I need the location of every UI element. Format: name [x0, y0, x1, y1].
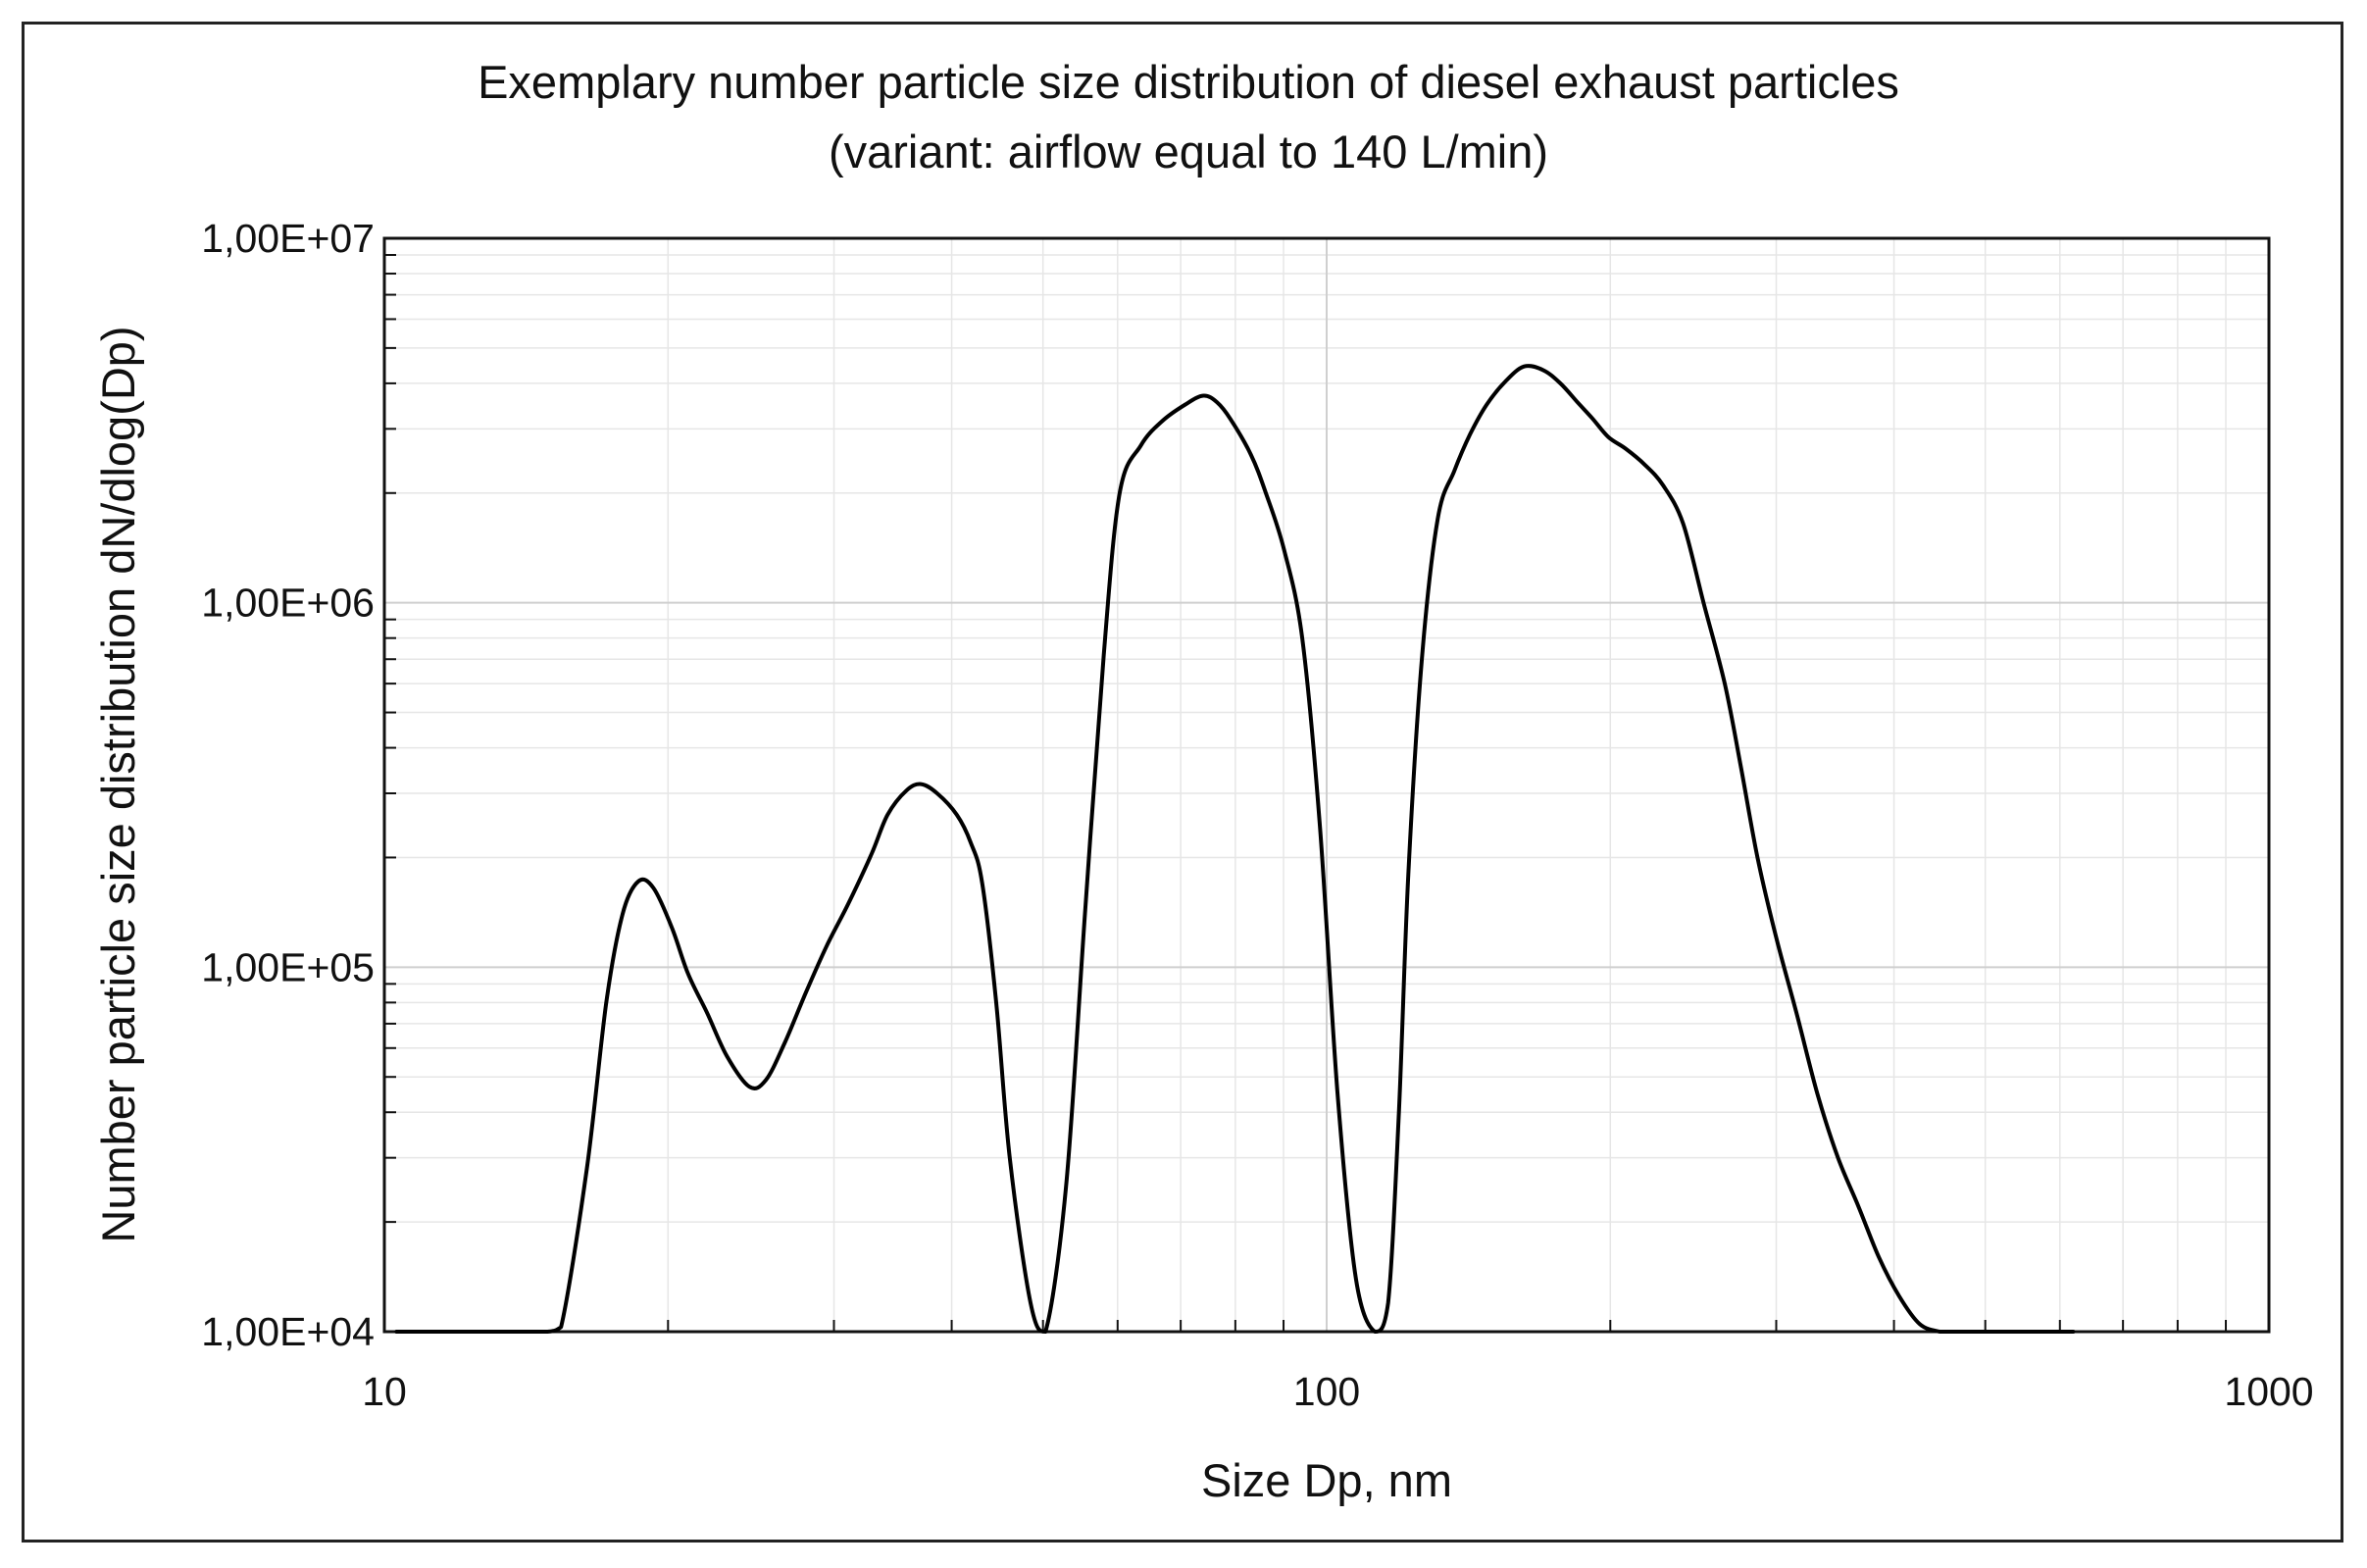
- y-tick-label: 1,00E+07: [201, 216, 375, 261]
- y-tick-labels: 1,00E+04 1,00E+05 1,00E+06 1,00E+07: [201, 216, 375, 1354]
- x-axis-title: Size Dp, nm: [1201, 1454, 1452, 1506]
- y-axis-title: Number particle size distribution dN/dlo…: [92, 326, 144, 1242]
- y-tick-label: 1,00E+04: [201, 1309, 375, 1354]
- series-layer: [394, 364, 2076, 1334]
- plot-area-border: [382, 236, 2271, 1334]
- chart-subtitle: (variant: airflow equal to 140 L/min): [829, 126, 1548, 177]
- chart-frame: Exemplary number particle size distribut…: [22, 22, 2343, 1543]
- x-tick-label: 1000: [2224, 1369, 2313, 1414]
- chart-title: Exemplary number particle size distribut…: [478, 56, 1899, 108]
- x-tick-label: 100: [1293, 1369, 1360, 1414]
- y-tick-label: 1,00E+05: [201, 944, 375, 989]
- chart: Exemplary number particle size distribut…: [92, 56, 2314, 1506]
- major-grid: [383, 237, 2270, 1333]
- series-line-0: [394, 364, 2076, 1334]
- x-tick-label: 10: [362, 1369, 407, 1414]
- y-tick-label: 1,00E+06: [201, 581, 375, 626]
- y-tick-marks: [384, 254, 396, 1224]
- x-tick-labels: 10 100 1000: [362, 1369, 2313, 1414]
